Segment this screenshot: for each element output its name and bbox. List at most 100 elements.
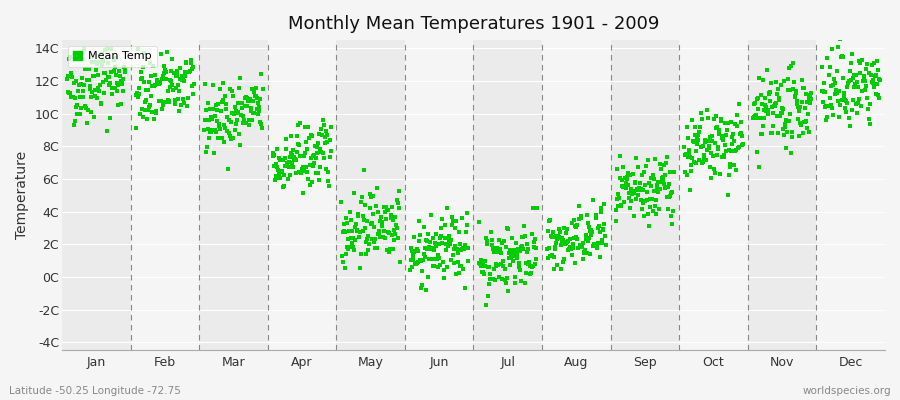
- Point: [698, 137, 713, 143]
- Point: [436, 266, 451, 273]
- Point: [390, 225, 404, 231]
- Point: [527, 244, 542, 251]
- Point: [273, 174, 287, 181]
- Point: [526, 239, 541, 246]
- Point: [499, 280, 513, 286]
- Point: [249, 106, 264, 112]
- Point: [760, 111, 775, 118]
- Point: [500, 275, 514, 281]
- Point: [666, 169, 680, 175]
- Point: [117, 64, 131, 71]
- Point: [662, 180, 676, 187]
- Point: [129, 92, 143, 98]
- Point: [171, 96, 185, 102]
- Point: [767, 103, 781, 109]
- Point: [728, 148, 742, 154]
- Point: [562, 245, 577, 252]
- Point: [415, 268, 429, 274]
- Point: [283, 172, 297, 178]
- Point: [324, 147, 338, 154]
- Point: [584, 226, 598, 233]
- Point: [418, 254, 432, 260]
- Point: [94, 101, 108, 108]
- Point: [198, 80, 212, 87]
- Point: [762, 88, 777, 95]
- Point: [871, 94, 886, 101]
- Point: [598, 201, 612, 207]
- Point: [168, 100, 183, 107]
- Point: [816, 88, 831, 94]
- Point: [818, 104, 832, 110]
- Point: [831, 44, 845, 50]
- Point: [508, 280, 522, 286]
- Point: [158, 98, 172, 105]
- Point: [631, 192, 645, 198]
- Point: [842, 68, 857, 74]
- Point: [147, 115, 161, 122]
- Point: [220, 100, 234, 107]
- Point: [776, 106, 790, 113]
- Point: [152, 81, 166, 87]
- Point: [612, 175, 626, 182]
- Point: [645, 207, 660, 214]
- Point: [139, 86, 153, 93]
- Point: [64, 94, 78, 100]
- Point: [429, 231, 444, 237]
- Point: [176, 78, 191, 84]
- Point: [482, 264, 496, 270]
- Point: [712, 131, 726, 138]
- Point: [759, 108, 773, 114]
- Point: [212, 123, 227, 129]
- Point: [168, 72, 183, 79]
- Point: [304, 155, 319, 162]
- Point: [169, 68, 184, 74]
- Point: [216, 97, 230, 104]
- Point: [642, 180, 656, 186]
- Point: [510, 251, 525, 257]
- Point: [848, 81, 862, 88]
- Point: [523, 263, 537, 270]
- Point: [364, 219, 379, 226]
- Point: [360, 235, 374, 242]
- Point: [730, 112, 744, 118]
- Point: [857, 77, 871, 83]
- Point: [560, 226, 574, 232]
- Point: [281, 175, 295, 182]
- Point: [386, 217, 400, 223]
- Point: [118, 67, 132, 73]
- Point: [716, 137, 731, 144]
- Point: [153, 98, 167, 104]
- Point: [506, 258, 520, 265]
- Point: [590, 225, 605, 232]
- Point: [387, 237, 401, 244]
- Point: [285, 146, 300, 153]
- Legend: Mean Temp: Mean Temp: [68, 46, 157, 67]
- Point: [339, 215, 354, 221]
- Point: [691, 136, 706, 143]
- Point: [139, 99, 153, 105]
- Point: [846, 75, 860, 82]
- Point: [695, 160, 709, 166]
- Point: [104, 46, 119, 53]
- Point: [582, 250, 597, 257]
- Point: [800, 99, 814, 105]
- Point: [550, 236, 564, 243]
- Point: [851, 96, 866, 103]
- Point: [160, 49, 175, 56]
- Point: [255, 121, 269, 128]
- Point: [730, 123, 744, 130]
- Point: [580, 220, 595, 226]
- Point: [850, 79, 864, 85]
- Point: [135, 106, 149, 112]
- Point: [100, 128, 114, 134]
- Point: [367, 224, 382, 230]
- Point: [663, 193, 678, 199]
- Point: [343, 244, 357, 250]
- Point: [706, 133, 720, 139]
- Point: [551, 233, 565, 239]
- Point: [211, 101, 225, 108]
- Point: [280, 162, 294, 168]
- Point: [68, 95, 83, 101]
- Point: [823, 95, 837, 101]
- Bar: [611, 40, 680, 350]
